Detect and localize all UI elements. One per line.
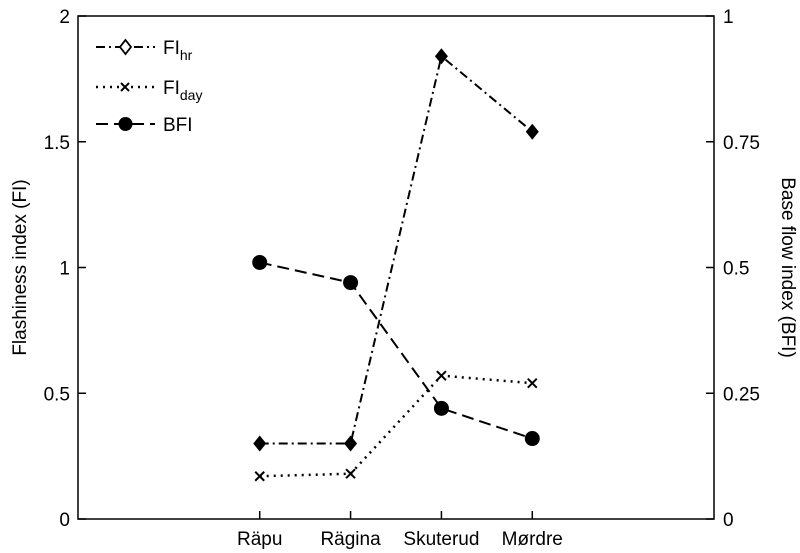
right-tick-label: 0.5 (723, 259, 749, 280)
data-point-diamond (344, 435, 358, 452)
data-point-x (345, 468, 356, 479)
left-tick-label: 2 (59, 7, 70, 28)
legend-circle-icon (118, 117, 133, 131)
data-point-circle (252, 254, 268, 270)
series-line (259, 261, 533, 440)
legend-entry-fiday: FIday (96, 78, 202, 103)
legend-x-icon (120, 82, 130, 92)
right-tick-label: 0.75 (723, 133, 760, 154)
x-axis-ticks: Räpu Rägina Skuterud Mørdre (237, 511, 563, 550)
data-point-diamond (525, 123, 539, 140)
series-fihr (253, 48, 539, 452)
data-point-circle (433, 400, 449, 416)
series-bfi (252, 254, 540, 447)
right-tick-label: 1 (723, 7, 734, 28)
data-point-circle (524, 431, 540, 447)
right-axis-ticks: 0 0.25 0.5 0.75 1 (706, 7, 760, 531)
data-point-x (527, 377, 538, 389)
right-axis-title: Base flow index (BFI) (777, 177, 798, 358)
legend-entry-fihr: FIhr (96, 38, 193, 63)
x-tick-label: Skuterud (403, 529, 479, 550)
left-tick-label: 0 (59, 510, 70, 531)
left-axis-title: Flashiness index (FI) (10, 179, 31, 355)
legend-label-fihr: FIhr (163, 38, 193, 63)
right-tick-label: 0.25 (723, 384, 760, 405)
legend-diamond-icon (118, 38, 133, 56)
data-point-x (436, 370, 447, 381)
right-tick-label: 0 (723, 510, 734, 531)
series-layer (252, 48, 540, 482)
legend: FIhr FIday BFI (96, 38, 202, 136)
x-tick-label: Mørdre (502, 529, 563, 550)
legend-entry-bfi: BFI (96, 115, 193, 136)
legend-label-bfi: BFI (163, 115, 193, 136)
data-point-x (254, 471, 265, 482)
left-axis-ticks: 0 0.5 1 1.5 2 (44, 7, 86, 531)
series-line (259, 54, 533, 445)
data-point-diamond (253, 435, 267, 452)
data-point-diamond (434, 48, 448, 65)
left-tick-label: 0.5 (44, 384, 70, 405)
series-line (259, 374, 533, 478)
x-tick-label: Räpu (237, 529, 282, 550)
x-tick-label: Rägina (320, 529, 381, 550)
legend-label-fiday: FIday (163, 78, 202, 103)
left-tick-label: 1 (59, 259, 70, 280)
series-fiday (254, 370, 538, 482)
left-tick-label: 1.5 (44, 133, 70, 154)
data-point-circle (343, 275, 359, 291)
